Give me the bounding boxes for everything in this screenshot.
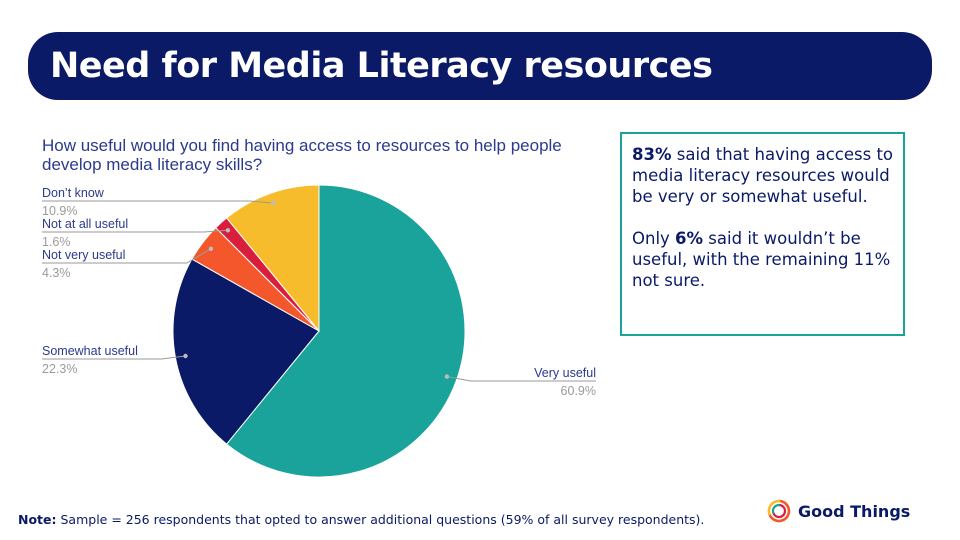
value-don-t-know: 10.9% <box>42 204 77 218</box>
note-text: Sample = 256 respondents that opted to a… <box>56 512 705 527</box>
label-not-very-useful: Not very useful <box>42 248 125 262</box>
value-not-at-all-useful: 1.6% <box>42 235 71 249</box>
note-label: Note: <box>18 512 57 527</box>
pie-slice-very-useful <box>225 184 466 478</box>
leader-not-very-useful <box>42 246 214 264</box>
label-not-at-all-useful: Not at all useful <box>42 217 128 231</box>
label-somewhat-useful: Somewhat useful <box>42 344 138 358</box>
good-things-logo: Good Things <box>766 498 910 524</box>
callout-text-1: said that having access to media literac… <box>632 145 894 206</box>
value-not-very-useful: 4.3% <box>42 266 71 280</box>
leader-very-useful <box>444 374 596 382</box>
label-very-useful: Very useful <box>534 366 596 380</box>
callout-stat-83: 83% <box>632 145 672 164</box>
label-don-t-know: Don’t know <box>42 186 105 200</box>
leader-somewhat-useful <box>42 353 188 360</box>
pie-slice-don-t-know <box>225 184 320 333</box>
callout-text-2a: Only <box>632 229 676 248</box>
footnote: Note: Sample = 256 respondents that opte… <box>18 512 704 527</box>
logo-rings-icon <box>767 499 791 523</box>
title-bar: Need for Media Literacy resources <box>28 32 932 100</box>
leader-not-at-all-useful <box>42 228 231 233</box>
callout-box: 83% said that having access to media lit… <box>620 132 905 336</box>
pie-slice-somewhat-useful <box>172 258 320 445</box>
value-somewhat-useful: 22.3% <box>42 362 77 376</box>
callout-text-2b: said it wouldn’t be useful, with the rem… <box>632 229 891 290</box>
page-title: Need for Media Literacy resources <box>50 46 713 86</box>
logo-text: Good Things <box>798 501 911 521</box>
callout-stat-6: 6% <box>675 229 704 248</box>
chart-title: How useful would you find having access … <box>42 136 562 174</box>
callout-paragraph-2: Only 6% said it wouldn’t be useful, with… <box>632 228 893 291</box>
leader-don-t-know <box>42 200 276 206</box>
callout-paragraph-1: 83% said that having access to media lit… <box>632 144 893 207</box>
value-very-useful: 60.9% <box>561 384 596 398</box>
